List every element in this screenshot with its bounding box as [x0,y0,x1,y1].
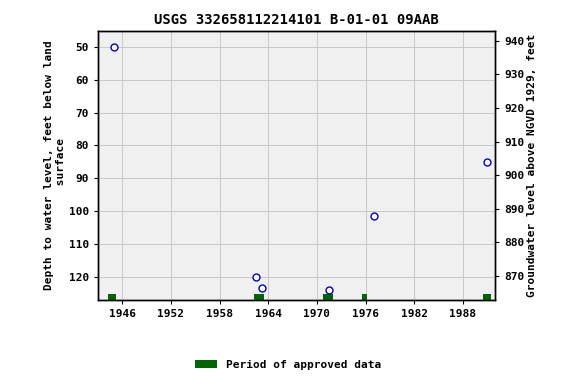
Legend: Period of approved data: Period of approved data [191,356,385,375]
Bar [253,294,264,300]
Bar [362,294,367,300]
Y-axis label: Depth to water level, feet below land
 surface: Depth to water level, feet below land su… [44,40,66,290]
Bar [323,294,333,300]
Bar [108,294,116,300]
Bar [483,294,491,300]
Y-axis label: Groundwater level above NGVD 1929, feet: Groundwater level above NGVD 1929, feet [528,33,537,297]
Title: USGS 332658112214101 B-01-01 09AAB: USGS 332658112214101 B-01-01 09AAB [154,13,439,27]
